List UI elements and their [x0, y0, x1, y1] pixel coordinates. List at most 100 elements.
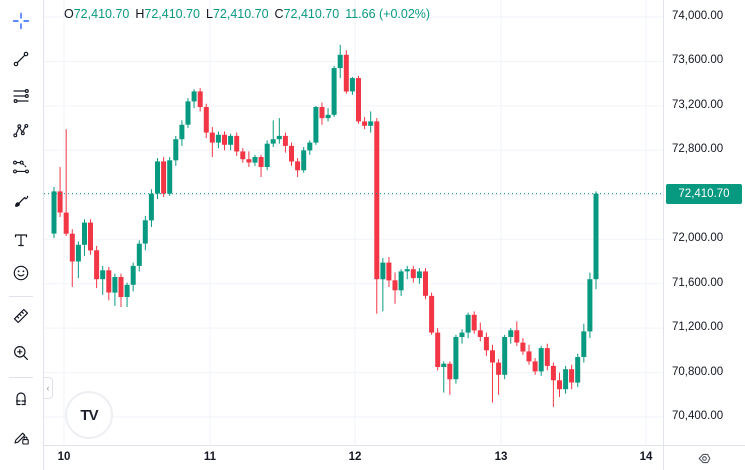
price-tick-label: 73,200.00 [672, 98, 724, 111]
xabcd-pattern-icon [13, 123, 29, 138]
candle [587, 272, 593, 339]
current-price-badge: 72,410.70 [666, 183, 742, 204]
candle [148, 189, 154, 227]
candle [532, 358, 538, 375]
candle [593, 191, 599, 290]
fib-lines-tool-button[interactable] [7, 82, 35, 110]
xabcd-pattern-tool-button[interactable] [7, 117, 35, 145]
candle [179, 120, 185, 146]
time-tick-label: 11 [203, 451, 217, 463]
toolbar-collapse-handle[interactable]: ‹ [44, 377, 53, 399]
brush-tool-button[interactable] [7, 187, 35, 215]
magnet-tool-button[interactable] [7, 384, 35, 412]
time-tick-label: 13 [494, 451, 508, 463]
candle [252, 154, 258, 166]
candle [349, 77, 355, 95]
candle [130, 262, 136, 292]
open-label: O [64, 7, 74, 21]
pencil-lock-icon [14, 432, 29, 445]
candle [581, 323, 587, 363]
candle [222, 131, 227, 151]
projection-icon [13, 160, 29, 174]
chart-settings-button[interactable] [695, 449, 714, 468]
toolbar-divider [9, 377, 33, 378]
candle [264, 140, 270, 171]
price-axis[interactable]: 72,410.70 74,000.00 73,600.00 73,200.00 72,… [663, 0, 745, 445]
tradingview-watermark: TV [65, 391, 113, 439]
candle [228, 133, 234, 151]
price-tick-label: 71,600.00 [672, 276, 724, 289]
candle [319, 102, 325, 125]
crosshair-tool-button[interactable] [7, 7, 35, 35]
candle [398, 269, 404, 296]
price-tick-label: 70,800.00 [672, 365, 724, 378]
candle [544, 343, 550, 371]
candle [112, 273, 118, 306]
tradingview-logo-icon: TV [80, 406, 98, 424]
candle [142, 215, 148, 251]
emoji-tool-button[interactable] [7, 259, 35, 287]
candle [124, 282, 130, 307]
candle [82, 219, 87, 256]
candle [459, 329, 465, 344]
trend-line-tool-button[interactable] [7, 45, 35, 73]
change-value: 11.66 (+0.02%) [345, 7, 431, 21]
candle [209, 127, 215, 157]
candle [386, 257, 392, 287]
candle [410, 265, 416, 283]
emoji-icon [13, 265, 29, 281]
time-tick-label: 14 [639, 451, 653, 463]
low-label: L [205, 7, 213, 21]
lock-drawings-tool-button[interactable] [7, 423, 35, 451]
candle [197, 88, 203, 112]
candle [514, 321, 520, 346]
candle [75, 241, 81, 279]
candle [550, 362, 556, 407]
candles [51, 44, 599, 407]
candle [453, 334, 459, 384]
fib-lines-icon [13, 88, 29, 104]
price-tick-label: 71,200.00 [672, 321, 724, 334]
candle [258, 154, 264, 177]
price-tick-label: 72,800.00 [672, 143, 724, 156]
axis-corner [663, 445, 745, 470]
price-tick-label: 72,000.00 [672, 232, 724, 245]
candle [538, 345, 544, 376]
candle [161, 157, 167, 197]
ruler-icon [13, 308, 29, 324]
candle [215, 131, 221, 149]
measure-tool-button[interactable] [7, 302, 35, 330]
candle [234, 132, 240, 156]
candle [307, 140, 313, 155]
price-tick-label: 74,000.00 [672, 10, 724, 22]
candle [88, 219, 93, 255]
candle [337, 44, 343, 79]
text-tool-button[interactable] [7, 226, 35, 254]
candle [325, 108, 331, 122]
trend-line-icon [13, 51, 29, 67]
price-tick-label: 70,400.00 [672, 410, 724, 422]
candle [331, 65, 337, 117]
candle [465, 312, 471, 339]
zoom-in-tool-button[interactable] [7, 339, 35, 367]
time-axis[interactable]: 10 11 12 13 14 [44, 445, 663, 470]
time-tick-label: 10 [57, 451, 71, 463]
projection-tool-button[interactable] [7, 153, 35, 181]
text-icon [14, 234, 28, 247]
candle [575, 353, 581, 387]
candle [404, 265, 410, 280]
low-value: 72,410.70 [212, 7, 269, 21]
candle [526, 344, 532, 365]
candle [301, 147, 307, 173]
candle [477, 322, 483, 342]
candle [167, 157, 173, 196]
candle [63, 129, 69, 236]
candle [155, 158, 160, 200]
candle [203, 103, 209, 139]
candle [490, 344, 495, 403]
candle [356, 75, 361, 124]
price-tick-label: 73,600.00 [672, 54, 724, 67]
chart-area[interactable]: O72,410.70 H72,410.70 L72,410.70 C72,410.70… [44, 0, 663, 445]
candle [69, 229, 75, 287]
candle [118, 273, 124, 307]
